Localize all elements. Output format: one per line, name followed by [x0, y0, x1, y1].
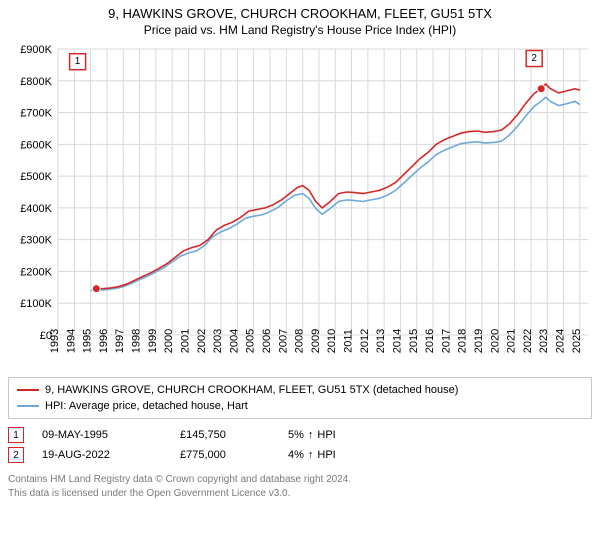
svg-text:2005: 2005	[245, 329, 257, 353]
transaction-row: 2 19-AUG-2022 £775,000 4%↑HPI	[8, 445, 592, 465]
svg-text:2: 2	[531, 53, 537, 64]
svg-text:£700K: £700K	[20, 108, 52, 120]
svg-text:£800K: £800K	[20, 76, 52, 88]
transaction-price: £775,000	[180, 449, 270, 461]
legend-row: 9, HAWKINS GROVE, CHURCH CROOKHAM, FLEET…	[17, 382, 583, 398]
svg-text:2010: 2010	[326, 329, 338, 353]
svg-text:1998: 1998	[131, 329, 143, 353]
svg-text:1993: 1993	[49, 329, 61, 353]
legend: 9, HAWKINS GROVE, CHURCH CROOKHAM, FLEET…	[8, 377, 592, 419]
svg-text:£200K: £200K	[20, 266, 52, 278]
transaction-pct: 4%↑HPI	[288, 449, 336, 461]
page-title: 9, HAWKINS GROVE, CHURCH CROOKHAM, FLEET…	[8, 6, 592, 21]
arrow-up-icon: ↑	[308, 449, 314, 461]
transaction-pct: 5%↑HPI	[288, 429, 336, 441]
svg-text:£400K: £400K	[20, 203, 52, 215]
svg-text:2003: 2003	[212, 329, 224, 353]
svg-text:2008: 2008	[294, 329, 306, 353]
svg-text:£900K: £900K	[20, 44, 52, 56]
svg-text:1994: 1994	[65, 329, 77, 353]
svg-text:2001: 2001	[179, 329, 191, 353]
transaction-price: £145,750	[180, 429, 270, 441]
transaction-badge: 2	[8, 447, 24, 463]
svg-text:2018: 2018	[457, 329, 469, 353]
svg-text:2025: 2025	[571, 329, 583, 353]
svg-text:2000: 2000	[163, 329, 175, 353]
transactions-table: 1 09-MAY-1995 £145,750 5%↑HPI 2 19-AUG-2022 £7…	[8, 425, 592, 465]
footnote-line2: This data is licensed under the Open Gov…	[8, 487, 592, 501]
svg-text:2006: 2006	[261, 329, 273, 353]
legend-swatch	[17, 389, 39, 391]
svg-text:£100K: £100K	[20, 298, 52, 310]
svg-text:2021: 2021	[506, 329, 518, 353]
svg-text:2002: 2002	[196, 329, 208, 353]
page-subtitle: Price paid vs. HM Land Registry's House …	[8, 23, 592, 37]
legend-swatch	[17, 405, 39, 407]
svg-text:2013: 2013	[375, 329, 387, 353]
svg-text:2019: 2019	[473, 329, 485, 353]
svg-text:1: 1	[75, 56, 81, 67]
price-chart: £0£100K£200K£300K£400K£500K£600K£700K£80…	[8, 43, 592, 373]
footnote-line1: Contains HM Land Registry data © Crown c…	[8, 473, 592, 487]
footnote: Contains HM Land Registry data © Crown c…	[8, 473, 592, 500]
transaction-date: 19-AUG-2022	[42, 449, 162, 461]
svg-text:2017: 2017	[440, 329, 452, 353]
svg-text:1999: 1999	[147, 329, 159, 353]
svg-text:1995: 1995	[82, 329, 94, 353]
legend-label: HPI: Average price, detached house, Hart	[45, 400, 248, 412]
svg-text:2015: 2015	[408, 329, 420, 353]
svg-text:2009: 2009	[310, 329, 322, 353]
legend-label: 9, HAWKINS GROVE, CHURCH CROOKHAM, FLEET…	[45, 384, 458, 396]
svg-text:2004: 2004	[228, 329, 240, 353]
transaction-date: 09-MAY-1995	[42, 429, 162, 441]
svg-text:2012: 2012	[359, 329, 371, 353]
svg-text:£300K: £300K	[20, 235, 52, 247]
legend-row: HPI: Average price, detached house, Hart	[17, 398, 583, 414]
transaction-row: 1 09-MAY-1995 £145,750 5%↑HPI	[8, 425, 592, 445]
svg-text:£500K: £500K	[20, 171, 52, 183]
svg-text:2020: 2020	[489, 329, 501, 353]
svg-text:£600K: £600K	[20, 139, 52, 151]
svg-text:2011: 2011	[343, 329, 355, 353]
arrow-up-icon: ↑	[308, 429, 314, 441]
svg-text:2016: 2016	[424, 329, 436, 353]
transaction-badge: 1	[8, 427, 24, 443]
svg-text:2024: 2024	[555, 329, 567, 353]
chart-svg: £0£100K£200K£300K£400K£500K£600K£700K£80…	[8, 43, 592, 373]
svg-text:2023: 2023	[538, 329, 550, 353]
svg-text:2022: 2022	[522, 329, 534, 353]
svg-text:1997: 1997	[114, 329, 126, 353]
svg-text:2007: 2007	[277, 329, 289, 353]
svg-text:2014: 2014	[391, 329, 403, 353]
svg-text:1996: 1996	[98, 329, 110, 353]
